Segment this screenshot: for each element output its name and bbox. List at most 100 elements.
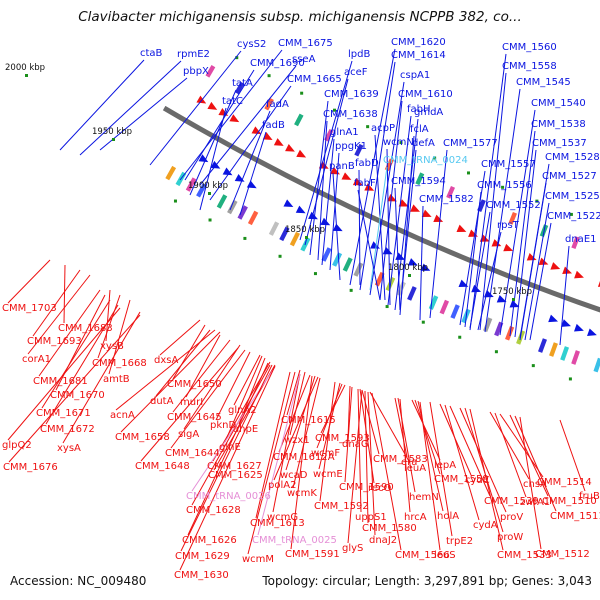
forward-gene-label[interactable]: CMM_1638 (323, 109, 378, 120)
reverse-gene-label[interactable]: wcmM (242, 554, 274, 565)
forward-gene-label[interactable]: ppgK1 (335, 141, 367, 152)
reverse-gene-label[interactable]: CMM_1510 (542, 496, 597, 507)
forward-gene-label[interactable]: wcmN (383, 137, 414, 148)
forward-gene-label[interactable]: CMM_1560 (502, 42, 557, 53)
forward-gene-label[interactable]: CMM_1522 (547, 211, 600, 222)
reverse-gene-label[interactable]: CMM_1645 (167, 412, 222, 423)
forward-gene-label[interactable]: CMM_1525 (545, 191, 600, 202)
reverse-gene-label[interactable]: CMM_1512 (535, 549, 590, 560)
reverse-gene-label[interactable]: CMM_1676 (3, 462, 58, 473)
reverse-gene-label[interactable]: glpQ2 (2, 440, 32, 451)
forward-gene-label[interactable]: CMM_1538 (531, 119, 586, 130)
reverse-gene-label[interactable]: CMM_1612A (273, 452, 335, 463)
reverse-gene-label[interactable]: xysA (57, 443, 81, 454)
forward-gene-label[interactable]: CMM_1675 (278, 38, 333, 49)
reverse-gene-label[interactable]: hrcA (404, 512, 427, 523)
forward-gene-label[interactable]: lpdB (348, 49, 370, 60)
reverse-gene-label[interactable]: CMM_1672 (40, 424, 95, 435)
forward-gene-label[interactable]: fabH (407, 104, 431, 115)
reverse-gene-label[interactable]: CMM_1566 (395, 550, 450, 561)
forward-gene-label[interactable]: CMM_1614 (391, 50, 446, 61)
reverse-gene-label[interactable]: CMM_1627 (207, 461, 262, 472)
reverse-gene-label[interactable]: leuA (404, 463, 426, 474)
reverse-gene-label[interactable]: CMM_1630 (174, 570, 229, 581)
forward-gene-label[interactable]: CMM_1610 (398, 89, 453, 100)
reverse-gene-label[interactable]: chsA (523, 479, 547, 490)
forward-gene-label[interactable]: CMM_1582 (419, 194, 474, 205)
reverse-gene-label[interactable]: dnaG (342, 439, 369, 450)
forward-gene-label[interactable]: CMM_1540 (531, 98, 586, 109)
reverse-gene-label[interactable]: CMM_1681 (33, 376, 88, 387)
reverse-gene-label[interactable]: xysB (100, 341, 124, 352)
reverse-gene-label[interactable]: glnA2 (228, 405, 257, 416)
forward-gene-label[interactable]: cspA1 (400, 70, 430, 81)
reverse-gene-label[interactable]: dutA (150, 396, 174, 407)
forward-gene-label[interactable]: pbpX (183, 66, 209, 77)
reverse-gene-label[interactable]: acnA (110, 410, 135, 421)
reverse-gene-label[interactable]: CMM_tRNA_0026 (186, 491, 271, 502)
reverse-gene-label[interactable]: CMM_1583 (373, 454, 428, 465)
reverse-gene-label[interactable]: CMM_1539 (484, 496, 539, 507)
reverse-gene-label[interactable]: CMM_1650 (167, 379, 222, 390)
reverse-gene-label[interactable]: CMM_1693 (27, 336, 82, 347)
forward-gene-label[interactable]: dnaE1 (565, 234, 597, 245)
reverse-gene-label[interactable]: sigA (178, 429, 199, 440)
reverse-gene-label[interactable]: CMM_1629 (175, 551, 230, 562)
reverse-gene-label[interactable]: proV (500, 512, 523, 523)
forward-gene-label[interactable]: gmdA (414, 107, 443, 118)
forward-gene-label[interactable]: defA (412, 138, 435, 149)
forward-gene-label[interactable]: glnA1 (330, 127, 359, 138)
reverse-gene-label[interactable]: CMM_1670 (50, 390, 105, 401)
forward-gene-label[interactable]: fadA (266, 99, 289, 110)
reverse-gene-label[interactable]: zwfA1 (520, 497, 550, 508)
forward-gene-label[interactable]: CMM_1620 (391, 37, 446, 48)
forward-gene-label[interactable]: sseA (292, 54, 316, 65)
reverse-gene-label[interactable]: lepA (434, 460, 456, 471)
forward-gene-label[interactable]: acpP (371, 123, 395, 134)
reverse-gene-label[interactable]: CMM_1658 (115, 432, 170, 443)
reverse-gene-label[interactable]: CMM_1668 (92, 358, 147, 369)
forward-gene-label[interactable]: CMM_1558 (502, 61, 557, 72)
reverse-gene-label[interactable]: dnaJ2 (369, 535, 397, 546)
reverse-gene-label[interactable]: CMM_1625 (208, 470, 263, 481)
reverse-gene-label[interactable]: CMM_1613 (250, 518, 305, 529)
reverse-gene-label[interactable]: glnE (219, 442, 241, 453)
reverse-gene-label[interactable]: CMM_1593 (315, 433, 370, 444)
forward-gene-label[interactable]: CMM_1577 (443, 138, 498, 149)
forward-gene-label[interactable]: CMM_1690 (250, 58, 305, 69)
reverse-gene-label[interactable]: fruB (579, 491, 600, 502)
reverse-gene-label[interactable]: wcmE (313, 469, 343, 480)
reverse-gene-label[interactable]: CMM_1628 (186, 505, 241, 516)
reverse-gene-label[interactable]: dxsA (154, 355, 178, 366)
reverse-gene-label[interactable]: wcmF (311, 448, 340, 459)
forward-gene-label[interactable]: fabD (355, 158, 379, 169)
forward-gene-label[interactable]: CMM_1545 (516, 77, 571, 88)
forward-gene-label[interactable]: panB (329, 161, 355, 172)
reverse-gene-label[interactable]: corA1 (22, 354, 51, 365)
forward-gene-label[interactable]: fabF (354, 178, 376, 189)
reverse-gene-label[interactable]: CMM_1626 (182, 535, 237, 546)
forward-gene-label[interactable]: CMM_1527 (542, 171, 597, 182)
reverse-gene-label[interactable]: CMM_1559 (434, 474, 489, 485)
reverse-gene-label[interactable]: CMM_1591 (285, 549, 340, 560)
forward-gene-label[interactable]: CMM_1665 (287, 74, 342, 85)
reverse-gene-label[interactable]: proW (497, 532, 523, 543)
reverse-gene-label[interactable]: CMM_1514 (537, 477, 592, 488)
reverse-gene-label[interactable]: wzx1 (284, 435, 310, 446)
forward-gene-label[interactable]: tatC (222, 96, 243, 107)
reverse-gene-label[interactable]: holA (437, 511, 459, 522)
reverse-gene-label[interactable]: hemN (409, 492, 439, 503)
reverse-gene-label[interactable]: leuS (434, 550, 456, 561)
reverse-gene-label[interactable]: era (401, 457, 417, 468)
reverse-gene-label[interactable]: CMM_1644 (165, 448, 220, 459)
reverse-gene-label[interactable]: cydA (473, 520, 498, 531)
reverse-gene-label[interactable]: wcmK (287, 488, 317, 499)
forward-gene-label[interactable]: CMM_1556 (477, 180, 532, 191)
reverse-gene-label[interactable]: polA2 (268, 480, 296, 491)
reverse-gene-label[interactable]: uppS1 (355, 512, 387, 523)
reverse-gene-label[interactable]: recO (368, 483, 392, 494)
forward-gene-label[interactable]: rpmE2 (177, 49, 210, 60)
forward-gene-label[interactable]: CMM_1537 (532, 138, 587, 149)
reverse-gene-label[interactable]: wcaD (280, 470, 308, 481)
forward-gene-label[interactable]: CMM_tRNA_0024 (383, 155, 468, 166)
